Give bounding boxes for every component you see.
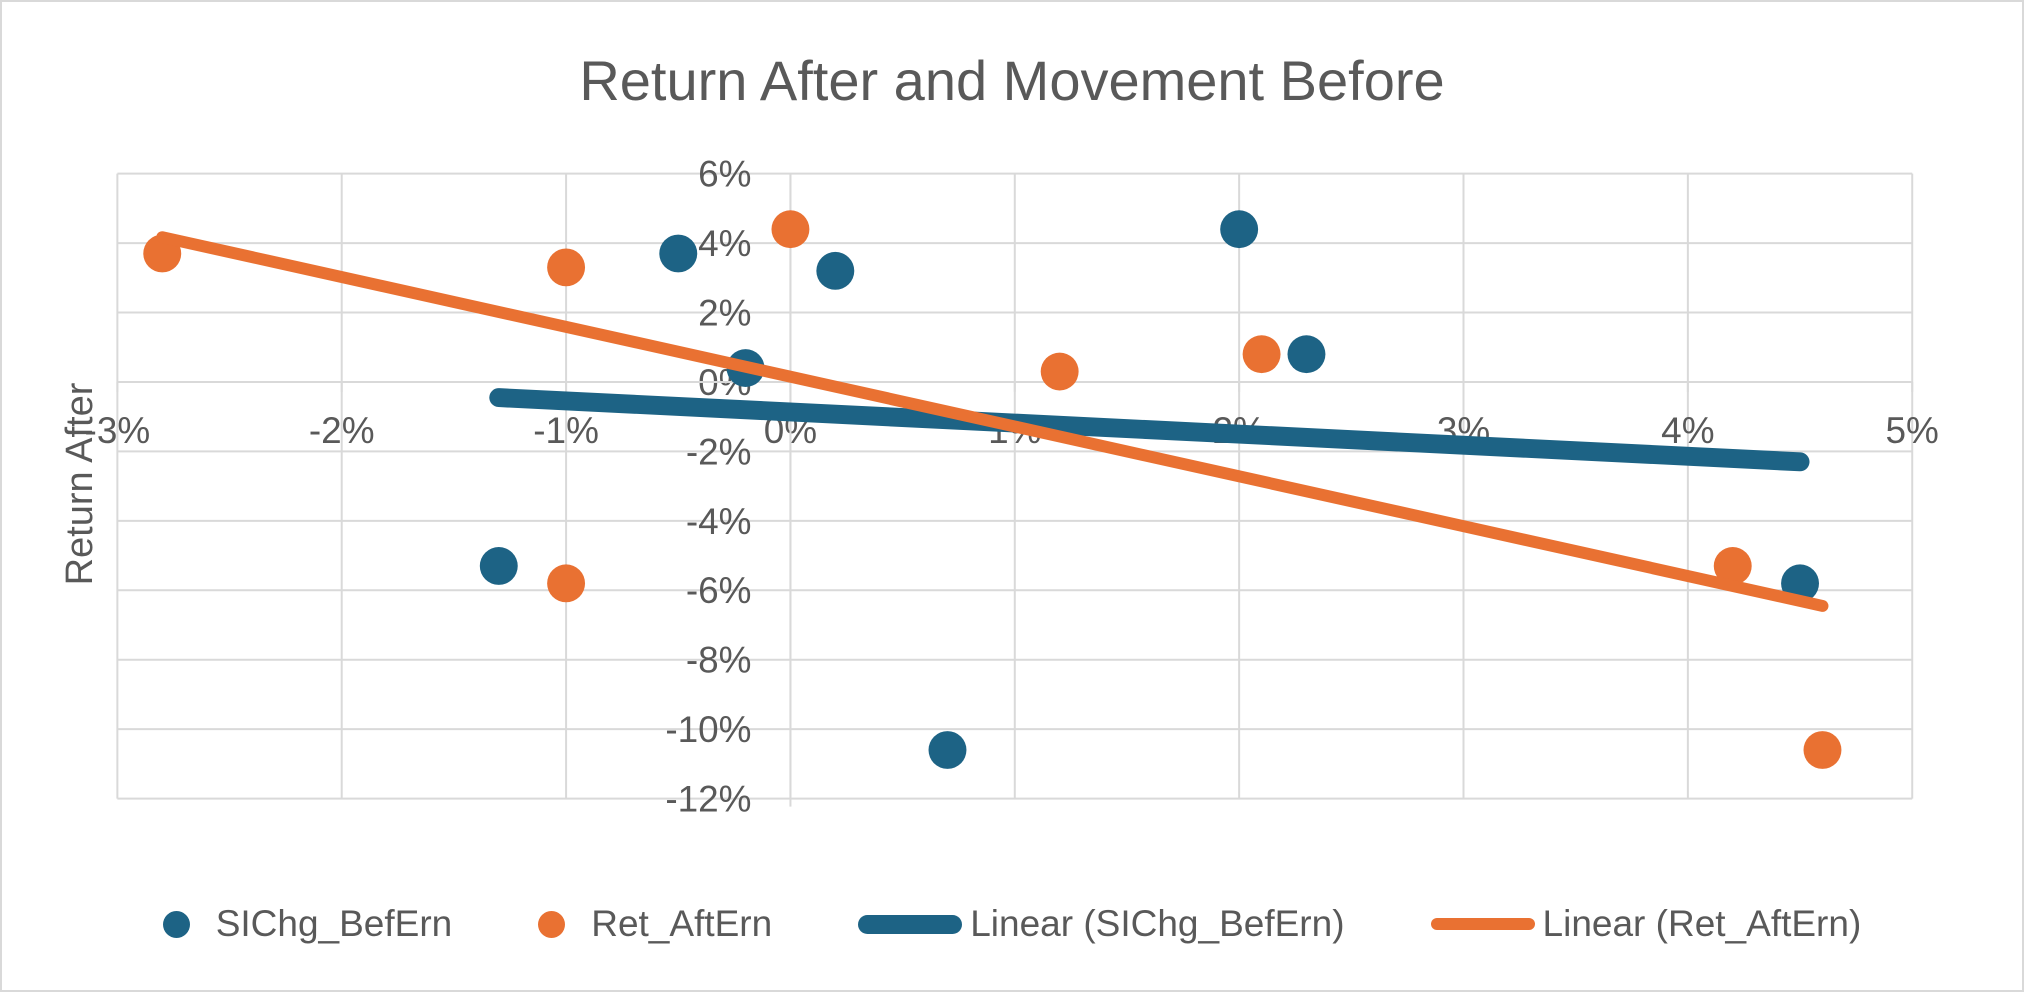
legend-item-sichg-befern: SIChg_BefErn (162, 903, 453, 945)
data-point-sichg_befern (1220, 210, 1259, 249)
data-point-ret_aftern (1242, 335, 1281, 374)
y-axis-tick-label: -12% (665, 779, 751, 820)
legend-item-linear-sichg-befern: Linear (SIChg_BefErn) (858, 903, 1345, 945)
y-axis-tick-label: 4% (698, 223, 751, 264)
data-point-ret_aftern (1803, 731, 1842, 769)
data-point-ret_aftern (547, 248, 586, 287)
y-axis-tick-label: -6% (686, 570, 752, 611)
y-axis-tick-label: -8% (686, 640, 752, 681)
legend-line-icon (858, 914, 963, 934)
legend-line-icon (1430, 918, 1535, 930)
y-axis-tick-label: 2% (698, 293, 751, 334)
legend-label: Linear (SIChg_BefErn) (970, 903, 1345, 944)
data-point-sichg_befern (1287, 335, 1326, 374)
data-point-sichg_befern (659, 234, 698, 273)
y-axis-tick-label: -4% (686, 501, 752, 542)
x-axis-tick-label: 4% (1661, 410, 1714, 451)
data-point-sichg_befern (928, 731, 967, 769)
x-axis-tick-label: 5% (1886, 410, 1939, 451)
y-axis-tick-label: -10% (665, 709, 751, 750)
legend-label: SIChg_BefErn (215, 903, 453, 944)
x-axis-tick-label: -2% (309, 410, 375, 451)
legend-dot-icon (538, 910, 566, 938)
legend-dot-icon (162, 910, 190, 938)
data-point-ret_aftern (771, 210, 810, 249)
y-axis-title: Return After (59, 382, 101, 586)
x-axis-tick-label: -1% (533, 410, 599, 451)
legend-item-ret-aftern: Ret_AftErn (538, 903, 772, 945)
legend-label: Ret_AftErn (591, 903, 773, 944)
data-point-sichg_befern (479, 547, 518, 585)
chart-title: Return After and Movement Before (579, 49, 1445, 112)
y-axis-tick-label: -2% (686, 431, 752, 472)
legend: SIChg_BefErn Ret_AftErn Linear (SIChg_BefE… (2, 900, 2022, 948)
data-point-ret_aftern (1713, 547, 1752, 585)
trendline-linear-ret-aftern (156, 231, 1829, 612)
x-axis-tick-label: -3% (85, 410, 151, 451)
data-point-sichg_befern (816, 251, 855, 290)
data-point-ret_aftern (1040, 352, 1079, 391)
data-point-ret_aftern (547, 564, 586, 603)
y-axis-tick-label: 6% (698, 154, 751, 195)
legend-label: Linear (Ret_AftErn) (1542, 903, 1862, 944)
trendline-linear-sichg-befern (489, 388, 1810, 472)
legend-item-linear-ret-aftern: Linear (Ret_AftErn) (1430, 903, 1862, 945)
